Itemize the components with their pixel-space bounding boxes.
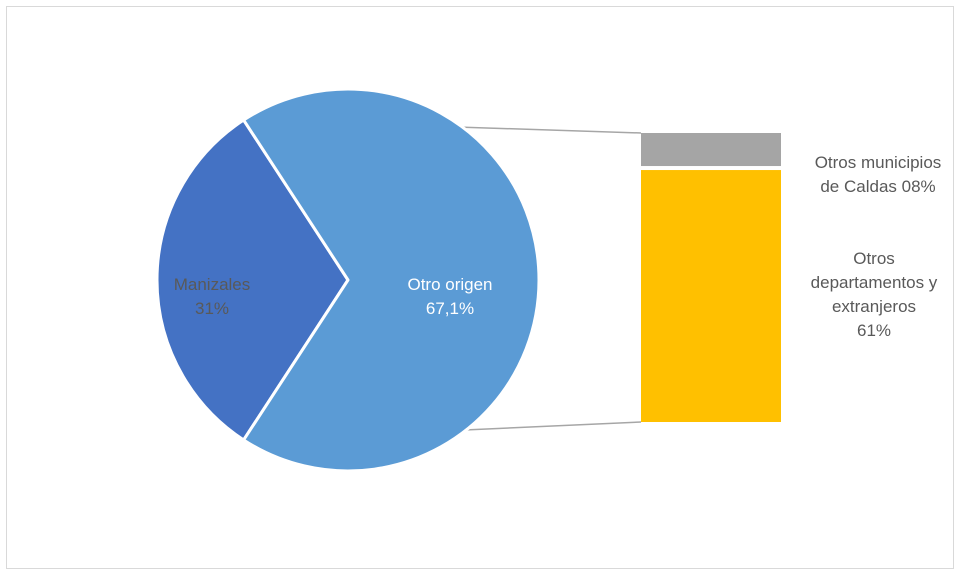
bar-segment-otros-departamentos-y-extranjeros [641, 170, 781, 422]
secondary-bar [641, 133, 781, 422]
pie-slice-otro-origen [242, 87, 541, 473]
bar-label-otros-departamentos-y-extranjeros-line: extranjeros [832, 297, 916, 316]
pie [155, 87, 541, 473]
pie-label-otro-origen: Otro origen 67,1% [407, 275, 492, 318]
bar-label-otros-departamentos-y-extranjeros: Otros departamentos y extranjeros 61% [811, 249, 938, 340]
bar-label-otros-departamentos-y-extranjeros-line: departamentos y [811, 273, 938, 292]
pie-label-otro-origen-line: Otro origen [407, 275, 492, 294]
pie-label-manizales: Manizales 31% [174, 275, 251, 318]
bar-segment-otros-municipios-de-caldas [641, 133, 781, 167]
pie-label-otro-origen-line: 67,1% [426, 299, 474, 318]
bar-label-otros-municipios-de-caldas-line: de Caldas 08% [820, 177, 935, 196]
pie-slice-manizales [155, 118, 350, 442]
bar-label-otros-departamentos-y-extranjeros-line: Otros [853, 249, 895, 268]
bar-label-otros-municipios-de-caldas: Otros municipios de Caldas 08% [815, 153, 942, 196]
bar-label-otros-municipios-de-caldas-line: Otros municipios [815, 153, 942, 172]
pie-label-manizales-line: Manizales [174, 275, 251, 294]
data-labels: Manizales 31% Otro origen 67,1% Otros munici… [174, 153, 942, 340]
bar-label-otros-departamentos-y-extranjeros-line: 61% [857, 321, 891, 340]
pie-label-manizales-line: 31% [195, 299, 229, 318]
